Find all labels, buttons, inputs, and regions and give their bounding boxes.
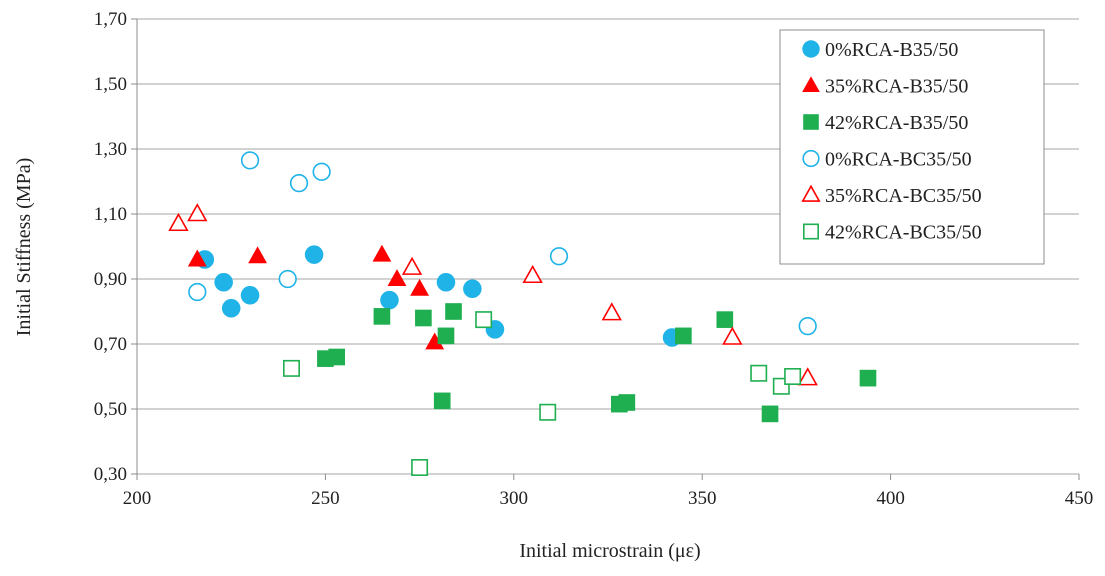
data-point [445, 303, 462, 320]
data-point [278, 269, 297, 289]
data-point [188, 282, 207, 302]
data-point [248, 246, 267, 264]
data-point [411, 459, 429, 476]
y-tick-label: 1,10 [94, 204, 127, 225]
legend-label: 35%RCA-B35/50 [825, 76, 968, 98]
data-point [549, 247, 569, 266]
data-point [168, 212, 189, 232]
data-point [240, 285, 260, 305]
y-axis-label: Initial Stiffness (MPa) [13, 158, 35, 337]
data-point [761, 405, 779, 423]
data-point [425, 332, 445, 350]
data-point [601, 302, 622, 321]
legend: 0%RCA-B35/50 35%RCA-B35/50 42%RCA-B35/50 0%… [779, 29, 1045, 265]
data-points [168, 151, 877, 476]
data-point [433, 392, 451, 410]
legend-items: 0%RCA-B35/50 35%RCA-B35/50 42%RCA-B35/50 0%… [801, 39, 982, 244]
data-point [380, 290, 399, 310]
legend-item: 42%RCA-BC35/50 [802, 222, 982, 244]
data-point [214, 272, 233, 292]
legend-marker [802, 149, 820, 168]
data-point [463, 279, 482, 299]
data-point [475, 311, 493, 329]
data-point [240, 151, 260, 170]
data-point [373, 308, 391, 325]
legend-box [779, 29, 1045, 265]
legend-marker [802, 223, 819, 240]
data-point [675, 327, 692, 345]
data-point [372, 244, 392, 262]
legend-label: 42%RCA-BC35/50 [825, 222, 982, 244]
data-point [722, 326, 743, 345]
y-tick-label: 0,30 [94, 464, 127, 485]
y-tick-label: 0,90 [94, 269, 127, 290]
x-axis-label: Initial microstrain (με) [519, 540, 700, 562]
data-point [312, 162, 331, 181]
x-tick-label: 250 [311, 488, 340, 509]
axes [131, 18, 1080, 480]
y-tick-label: 1,70 [94, 9, 127, 30]
data-point [187, 203, 208, 222]
y-tick-label: 0,70 [94, 334, 127, 355]
y-tick-labels: 0,30 0,50 0,70 0,90 1,10 1,30 1,50 1,70 [94, 9, 127, 485]
data-point [859, 369, 877, 387]
data-point [716, 311, 734, 328]
data-point [798, 317, 817, 336]
x-tick-label: 300 [500, 488, 529, 509]
x-tick-labels: 200 250 300 350 400 450 [123, 488, 1094, 509]
data-point [436, 272, 456, 292]
legend-item: 42%RCA-B35/50 [803, 112, 968, 134]
x-tick-label: 200 [123, 488, 152, 509]
data-point [415, 309, 432, 327]
data-point [437, 327, 455, 345]
data-point [187, 249, 207, 267]
data-point [221, 298, 241, 318]
data-point [410, 278, 430, 296]
y-tick-label: 1,50 [94, 74, 127, 95]
data-point [304, 245, 324, 264]
legend-item: 0%RCA-B35/50 [802, 39, 958, 61]
legend-marker [802, 40, 820, 58]
y-tick-label: 1,30 [94, 139, 127, 160]
data-point [387, 269, 407, 286]
legend-item: 35%RCA-BC35/50 [801, 184, 982, 207]
legend-label: 0%RCA-BC35/50 [825, 149, 972, 171]
legend-item: 35%RCA-B35/50 [802, 76, 968, 98]
data-point [289, 174, 309, 193]
data-point [797, 367, 818, 386]
x-tick-label: 450 [1065, 488, 1094, 509]
data-point [283, 359, 300, 377]
legend-marker [802, 76, 820, 93]
legend-marker [803, 114, 819, 130]
x-tick-label: 400 [876, 488, 905, 509]
legend-marker [801, 184, 821, 202]
data-point [522, 264, 543, 284]
data-point [539, 403, 557, 421]
legend-item: 0%RCA-BC35/50 [802, 149, 972, 171]
legend-label: 35%RCA-BC35/50 [825, 185, 982, 207]
legend-label: 42%RCA-B35/50 [825, 112, 968, 134]
x-tick-label: 350 [688, 488, 717, 509]
data-point [618, 394, 636, 411]
y-tick-label: 0,50 [94, 399, 127, 420]
data-point [401, 256, 423, 275]
data-point [328, 348, 346, 366]
data-point [750, 364, 768, 382]
legend-label: 0%RCA-B35/50 [825, 39, 958, 61]
data-point [784, 368, 802, 385]
